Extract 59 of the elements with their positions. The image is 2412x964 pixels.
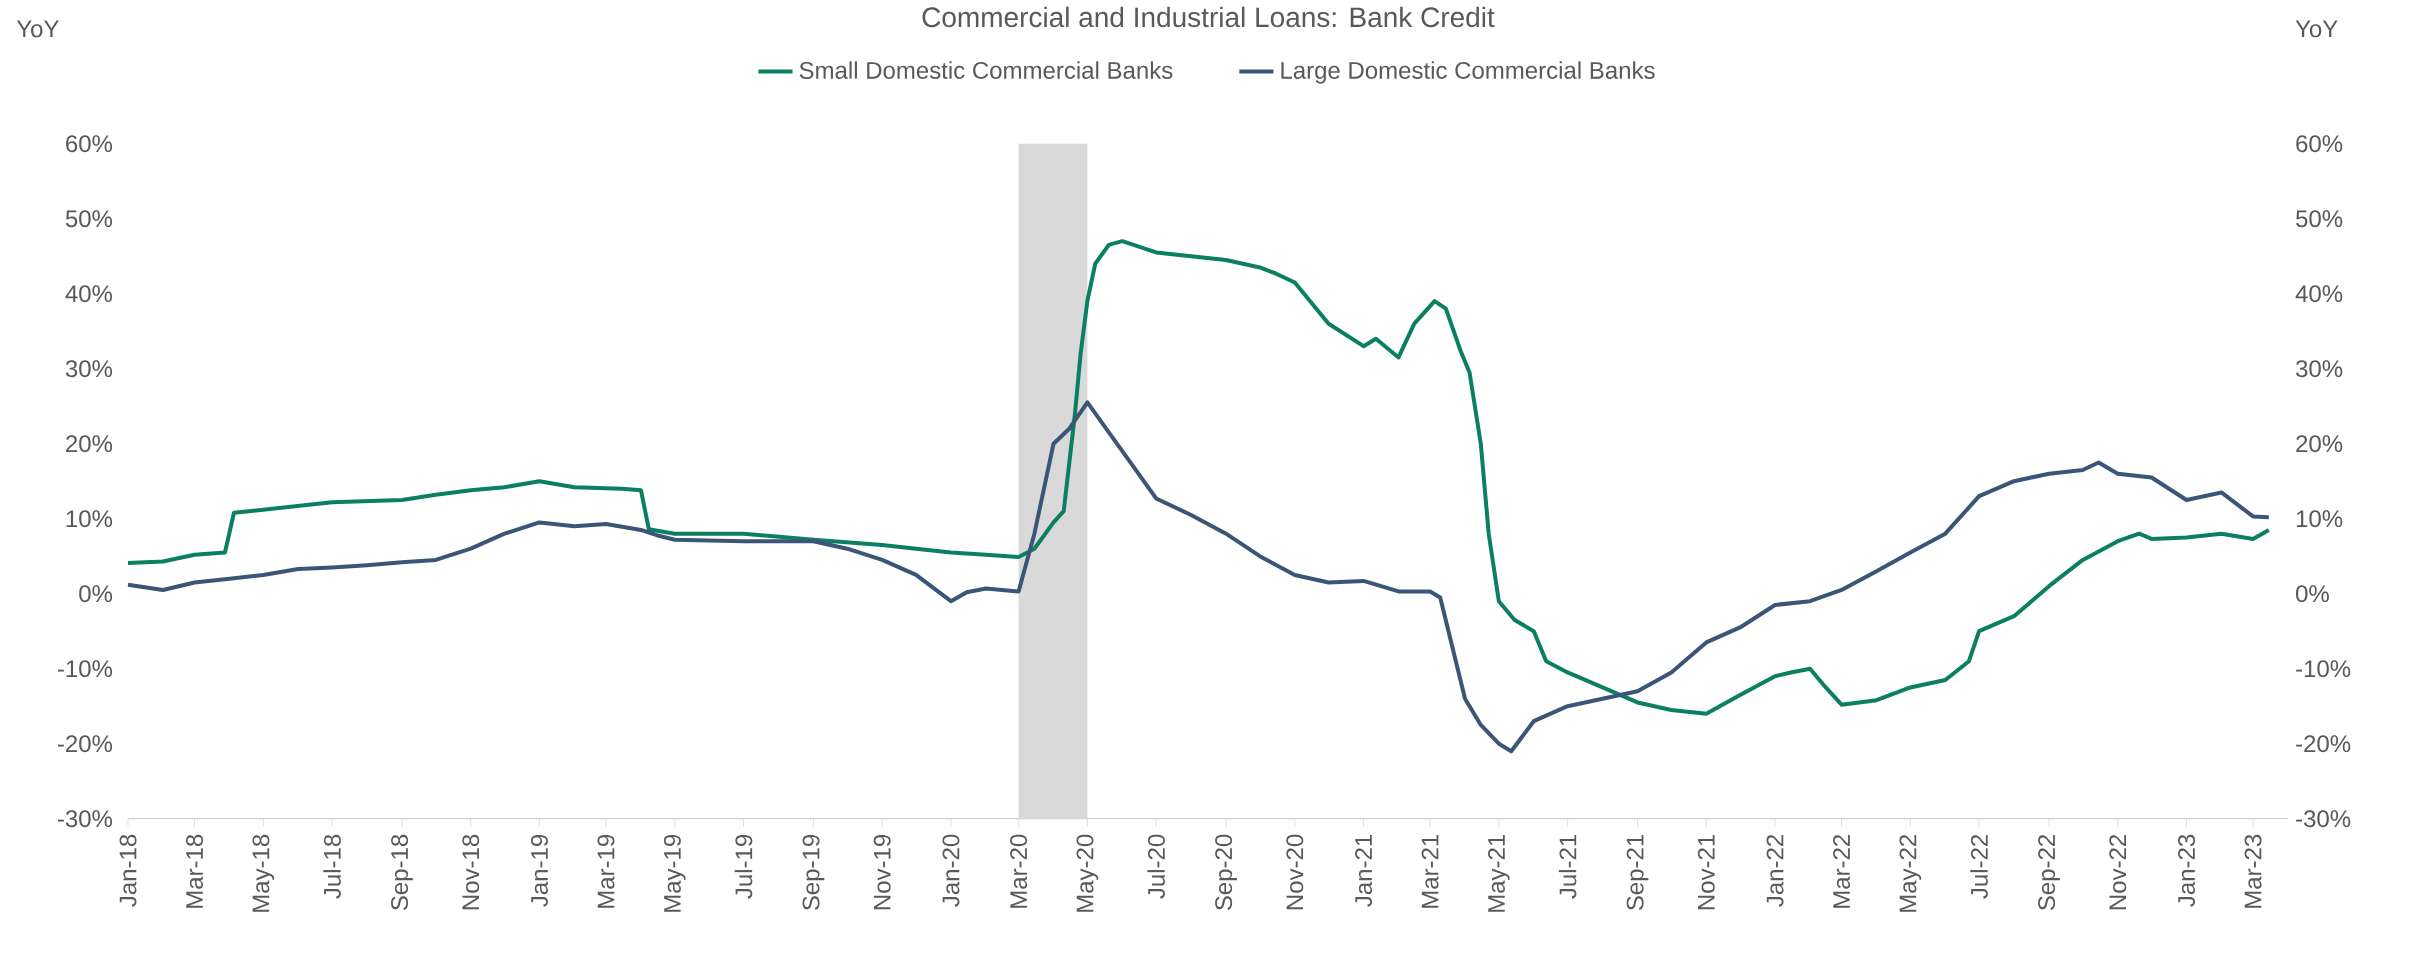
x-tick-label: Nov-21 bbox=[1697, 835, 1715, 910]
x-tick-label: Mar-20 bbox=[1010, 834, 1028, 908]
x-tick-label: Sep-21 bbox=[1626, 835, 1649, 911]
x-tick-label: Jul-22 bbox=[1970, 835, 1988, 899]
y2-tick-label: 10% bbox=[2296, 510, 2343, 528]
x-tick-label: Jan-21 bbox=[1355, 835, 1373, 907]
x-tick-label: Mar-22 bbox=[1833, 835, 1851, 908]
y2-tick-label: 30% bbox=[2295, 360, 2343, 378]
x-tick-label: Sep-22 bbox=[2038, 835, 2060, 911]
x-tick-label: Mar-23 bbox=[2244, 834, 2262, 908]
x-tick-label: Nov-20 bbox=[1286, 834, 1304, 910]
line-series bbox=[126, 239, 2271, 716]
x-tick-label: Mar-18 bbox=[186, 834, 203, 908]
x-tick-label: May-18 bbox=[252, 834, 275, 912]
y2-axis-title: YoY bbox=[2295, 20, 2338, 38]
x-tick-label: Sep-18 bbox=[391, 834, 413, 911]
y-axis-title: YoY bbox=[16, 20, 59, 38]
x-tick-label: Jan-23 bbox=[2178, 834, 2195, 907]
y2-tick-label: -10% bbox=[2296, 660, 2351, 678]
x-tick-label: Jul-20 bbox=[1147, 834, 1165, 899]
y-tick-label: 30% bbox=[65, 360, 113, 378]
y-tick-label: 20% bbox=[66, 435, 113, 453]
y2-tick-label: 0% bbox=[2296, 585, 2329, 603]
x-tick-label: Jan-18 bbox=[119, 834, 137, 907]
y-tick-label: -10% bbox=[57, 660, 113, 678]
legend-label: Large Domestic Commercial Banks bbox=[1281, 61, 1655, 84]
y-tick-label: 40% bbox=[65, 285, 113, 303]
x-tick-label: Sep-19 bbox=[802, 835, 825, 911]
x-tick-label: Jan-19 bbox=[530, 835, 548, 907]
x-tick-label: Nov-22 bbox=[2109, 835, 2127, 910]
x-tick-label: Jan-20 bbox=[942, 834, 960, 907]
x-tick-label: May-19 bbox=[663, 835, 686, 912]
x-tick-label: Nov-19 bbox=[873, 835, 891, 910]
x-tick-label: Mar-19 bbox=[597, 835, 615, 908]
x-tick-label: Jan-22 bbox=[1766, 835, 1784, 907]
x-tick-label: May-20 bbox=[1076, 834, 1099, 912]
x-tick-label: Sep-20 bbox=[1215, 834, 1237, 911]
y-tick-label: -30% bbox=[57, 810, 113, 828]
chart-title: Commercial and Industrial Loans: Bank Credit bbox=[922, 6, 1495, 28]
y-tick-label: 60% bbox=[66, 135, 113, 153]
x-tick-label: Jul-21 bbox=[1558, 835, 1577, 899]
y2-tick-label: 50% bbox=[2296, 210, 2343, 228]
y2-tick-label: -20% bbox=[2296, 735, 2351, 753]
y2-tick-label: 40% bbox=[2295, 285, 2343, 303]
line-series bbox=[126, 400, 2271, 754]
y-tick-label: 0% bbox=[79, 585, 113, 603]
y-tick-label: -20% bbox=[57, 735, 113, 753]
y-tick-label: 10% bbox=[66, 510, 113, 528]
x-tick-label: May-22 bbox=[1899, 835, 1922, 912]
y2-tick-label: 20% bbox=[2296, 435, 2343, 453]
x-tick-label: Jul-18 bbox=[323, 834, 341, 899]
legend-label: Small Domestic Commercial Banks bbox=[799, 61, 1173, 80]
y2-tick-label: -30% bbox=[2296, 810, 2351, 828]
y-tick-label: 50% bbox=[65, 210, 113, 228]
x-tick-label: May-21 bbox=[1487, 835, 1510, 912]
y2-tick-label: 60% bbox=[2296, 135, 2343, 153]
x-tick-label: Jul-19 bbox=[734, 835, 753, 899]
x-tick-label: Mar-21 bbox=[1421, 835, 1439, 908]
x-tick-label: Nov-18 bbox=[462, 834, 480, 910]
